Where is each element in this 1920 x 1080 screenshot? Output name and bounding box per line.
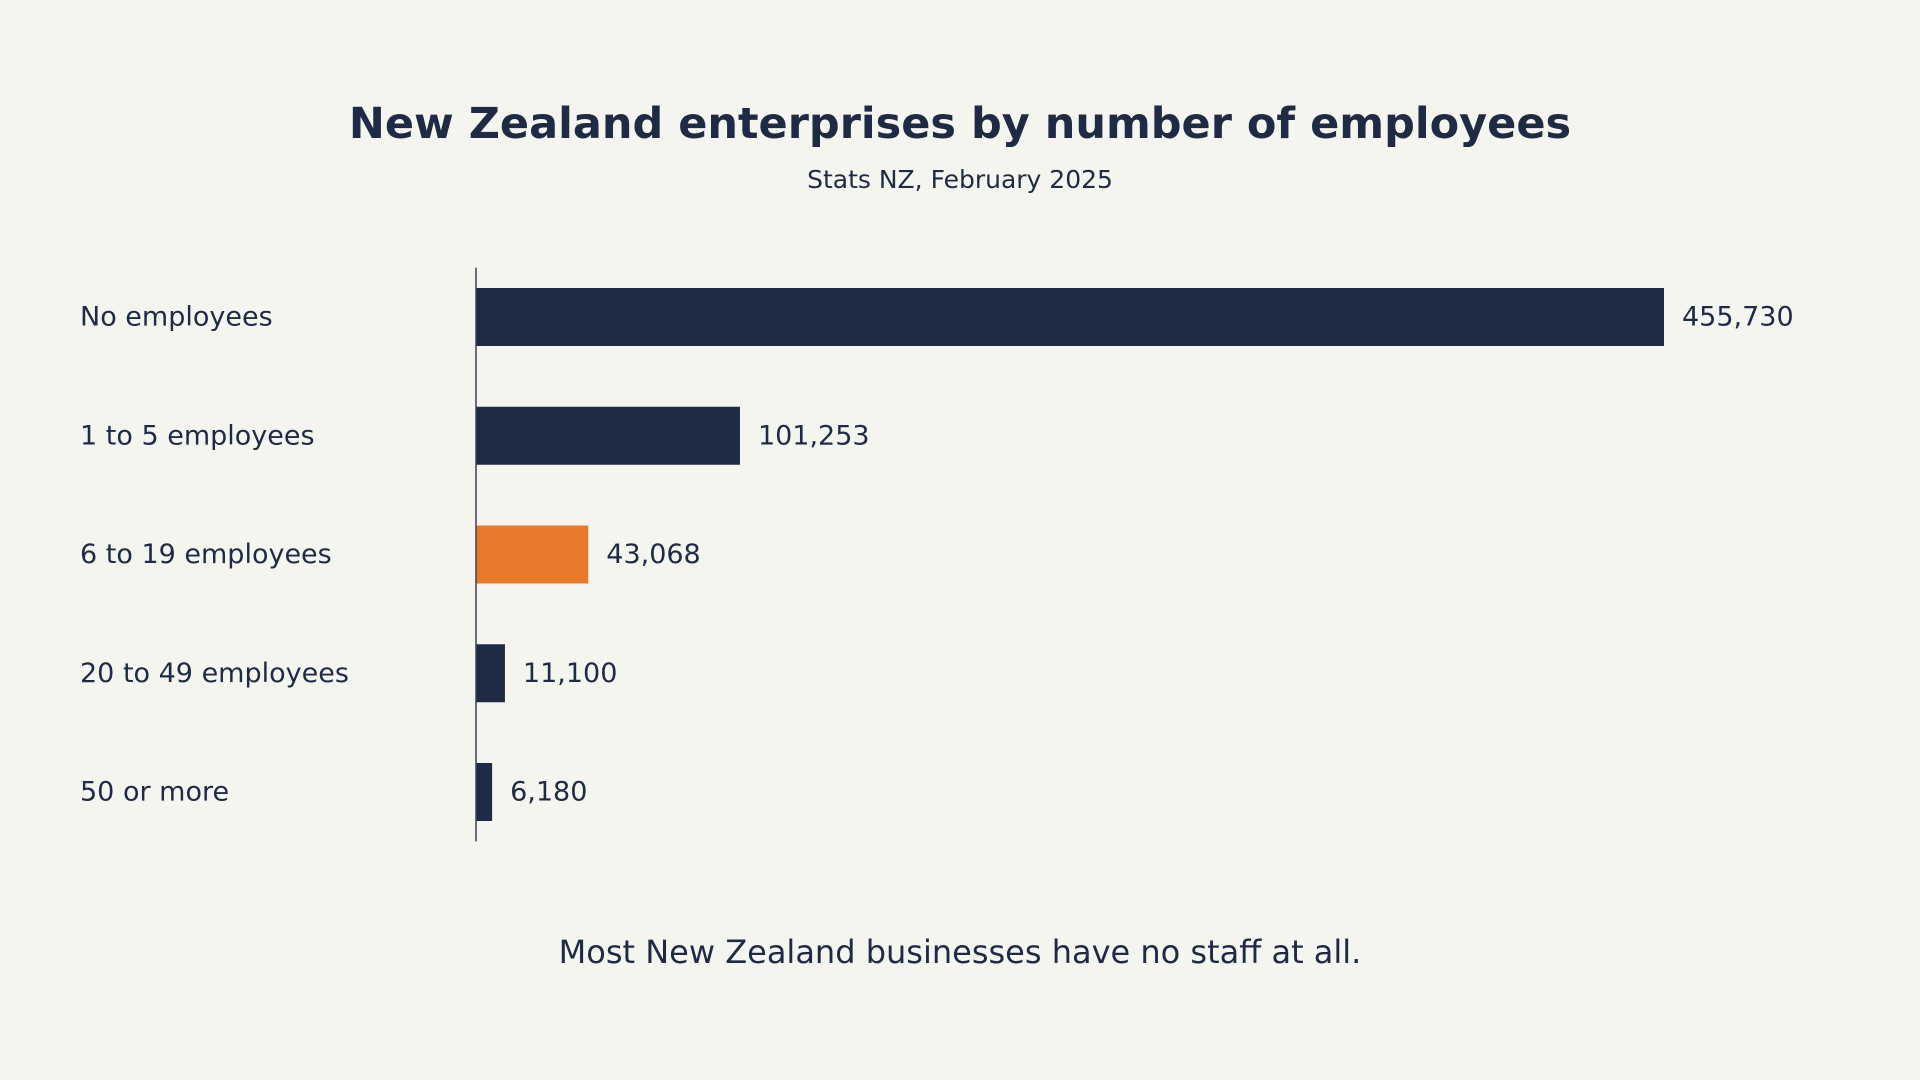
category-label: 6 to 19 employees [80, 539, 332, 570]
value-label: 11,100 [523, 658, 617, 689]
value-label: 43,068 [606, 539, 700, 570]
value-label: 455,730 [1682, 302, 1794, 333]
value-label: 101,253 [758, 420, 870, 451]
bars-layer: No employees 455,730 1 to 5 employees 101,2… [80, 288, 1794, 821]
category-label: 50 or more [80, 777, 229, 808]
value-label: 6,180 [510, 777, 587, 808]
chart-footnote: Most New Zealand businesses have no staf… [558, 933, 1362, 971]
bar [476, 288, 1664, 346]
bar [476, 525, 589, 584]
bar [476, 406, 740, 465]
bar-chart: No employees 455,730 1 to 5 employees 101,2… [80, 267, 1794, 842]
category-label: 20 to 49 employees [80, 658, 349, 689]
category-label: 1 to 5 employees [80, 420, 315, 451]
bar [476, 763, 493, 821]
category-label: No employees [80, 302, 273, 333]
chart-title: New Zealand enterprises by number of emp… [348, 99, 1572, 149]
chart-subtitle: Stats NZ, February 2025 [807, 165, 1113, 194]
bar [476, 644, 505, 703]
